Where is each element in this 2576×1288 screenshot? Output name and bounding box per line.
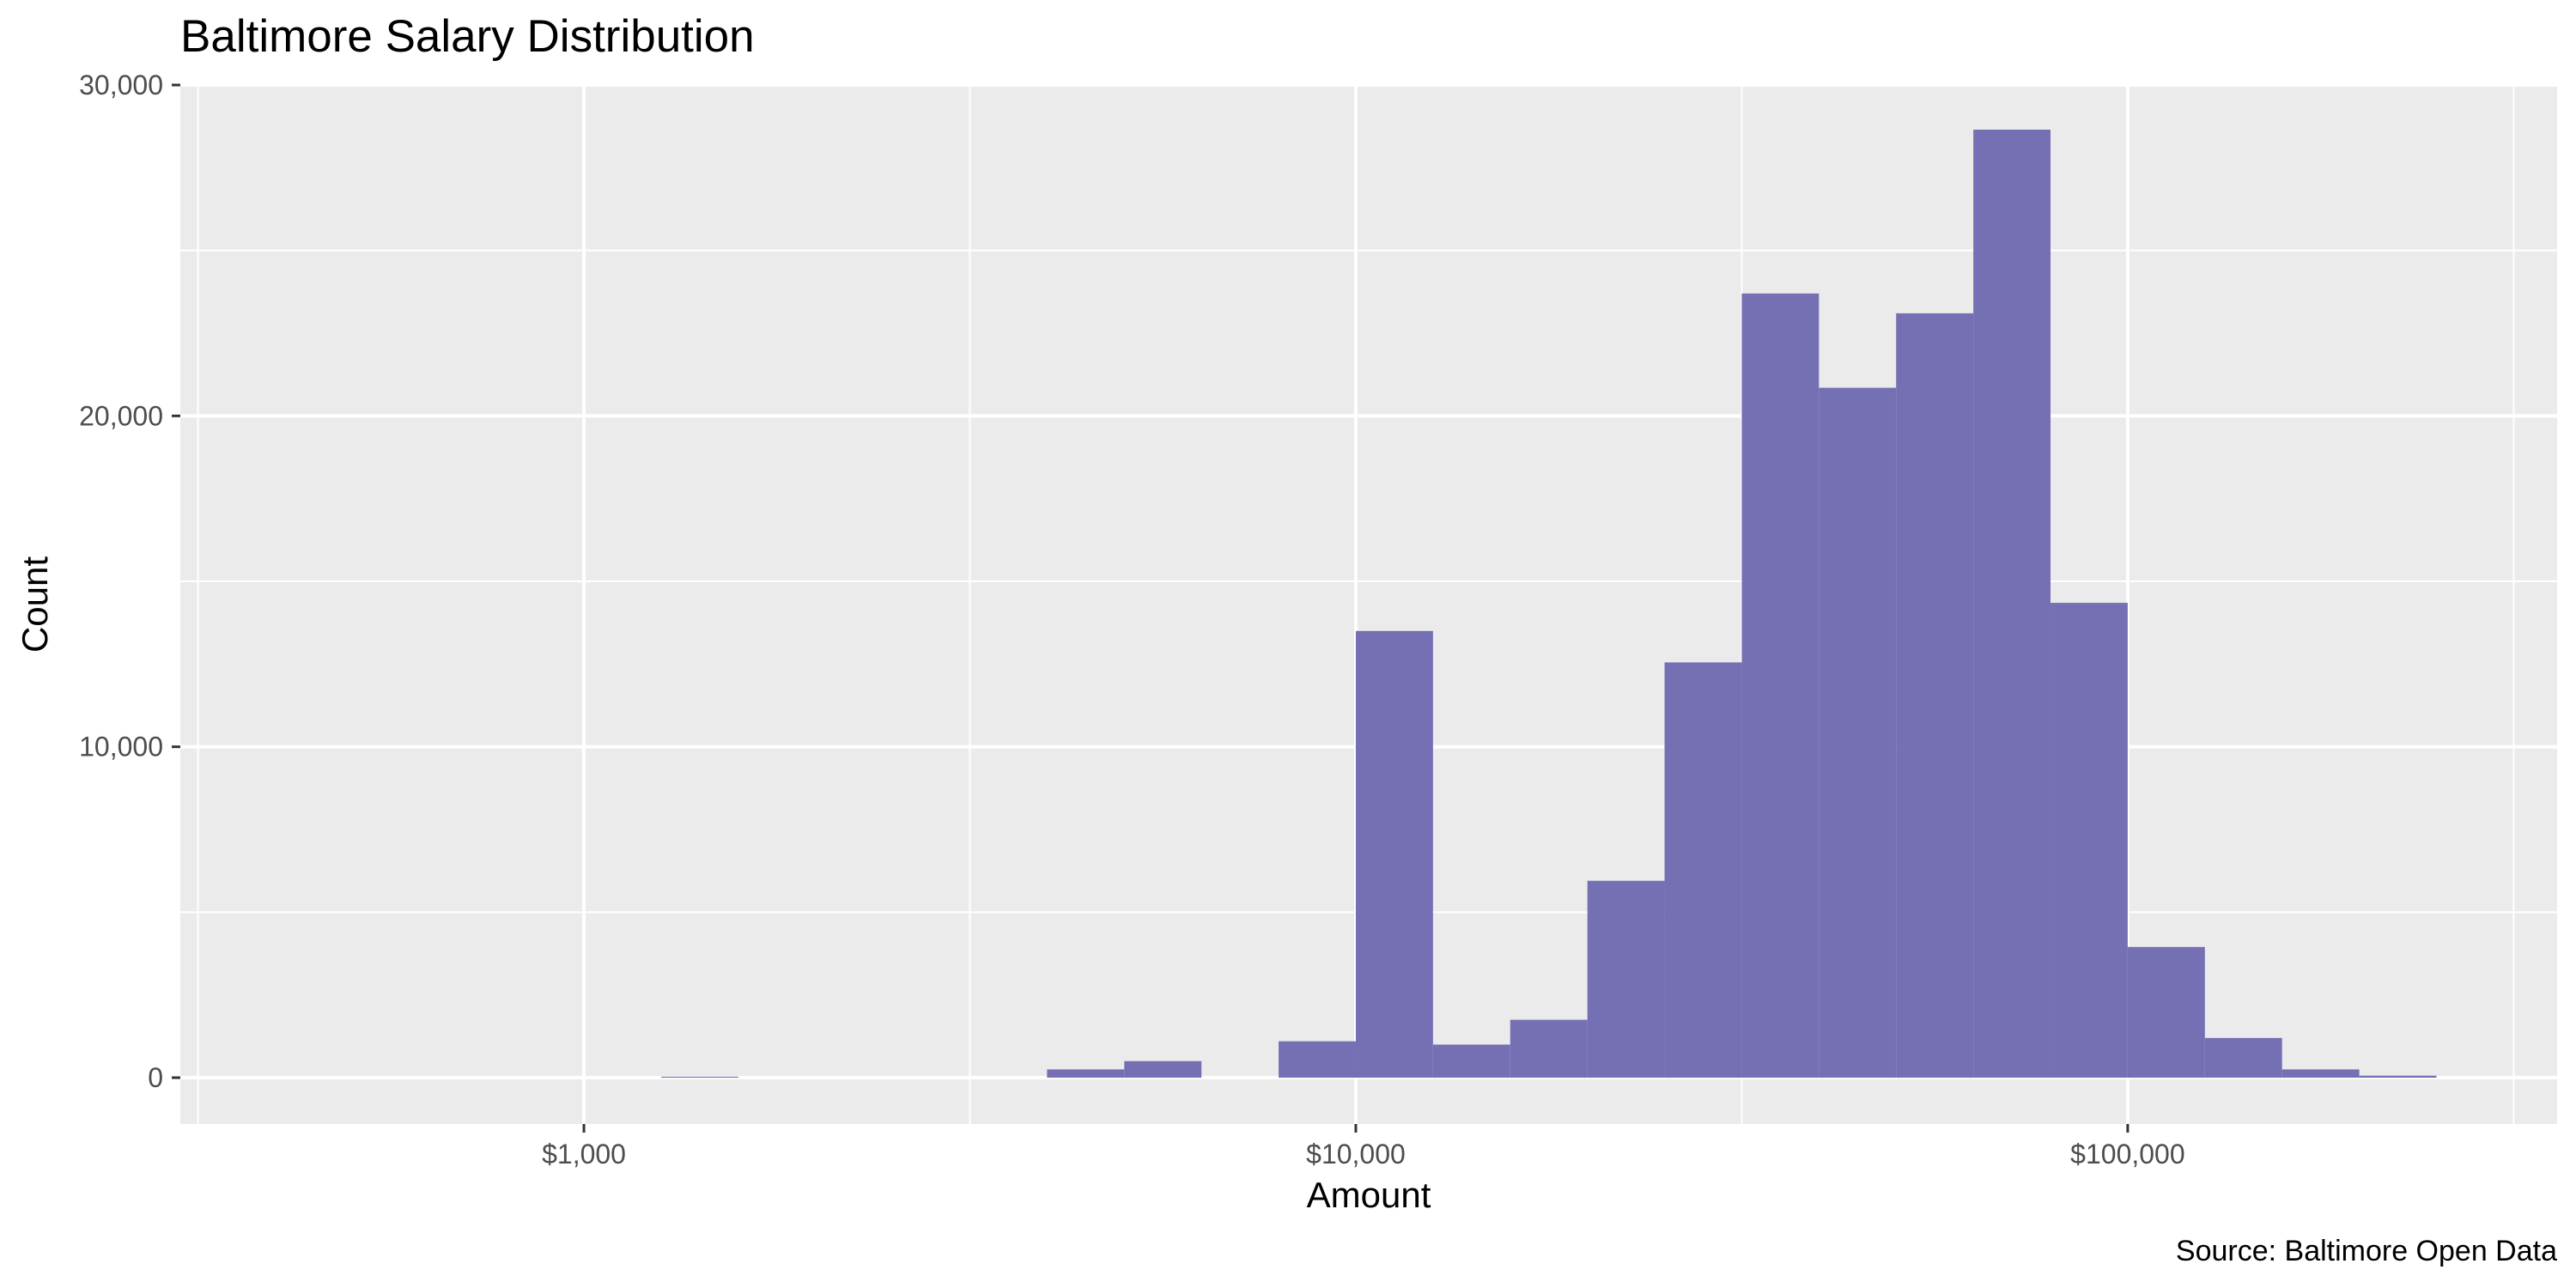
histogram-bar	[1741, 293, 1820, 1078]
histogram-bar	[1510, 1019, 1588, 1078]
y-tick-label: 0	[148, 1062, 163, 1093]
histogram-bar	[1432, 1044, 1510, 1078]
histogram-bar	[1973, 130, 2051, 1078]
x-axis-title: Amount	[1307, 1175, 1431, 1215]
histogram-bar	[2359, 1075, 2437, 1078]
y-axis-title: Count	[15, 556, 55, 653]
histogram-bar	[660, 1076, 738, 1078]
x-tick-label: $10,000	[1306, 1139, 1406, 1170]
histogram-bar	[2127, 946, 2205, 1078]
y-axis: 0 10,000 20,000 30,000	[79, 70, 180, 1093]
chart-title: Baltimore Salary Distribution	[180, 11, 755, 62]
histogram-bar	[1355, 630, 1433, 1078]
y-tick-label: 10,000	[79, 732, 163, 762]
histogram-bar	[2281, 1069, 2360, 1078]
histogram-bar	[1279, 1041, 1356, 1078]
x-tick-label: $1,000	[542, 1139, 626, 1170]
histogram-bar	[1664, 662, 1742, 1078]
histogram-bar	[1819, 387, 1897, 1078]
x-tick-label: $100,000	[2070, 1139, 2184, 1170]
histogram-bars	[660, 130, 2437, 1078]
y-tick-label: 30,000	[79, 70, 163, 100]
histogram-bar	[2204, 1037, 2282, 1078]
y-tick-label: 20,000	[79, 400, 163, 431]
histogram-bar	[1587, 880, 1665, 1078]
histogram-bar	[1124, 1060, 1202, 1078]
histogram-bar	[1896, 313, 1974, 1078]
histogram-bar	[1047, 1069, 1125, 1078]
chart-caption: Source: Baltimore Open Data	[2176, 1235, 2557, 1267]
histogram-bar	[2050, 603, 2128, 1078]
x-axis: $1,000 $10,000 $100,000	[542, 1124, 2185, 1170]
